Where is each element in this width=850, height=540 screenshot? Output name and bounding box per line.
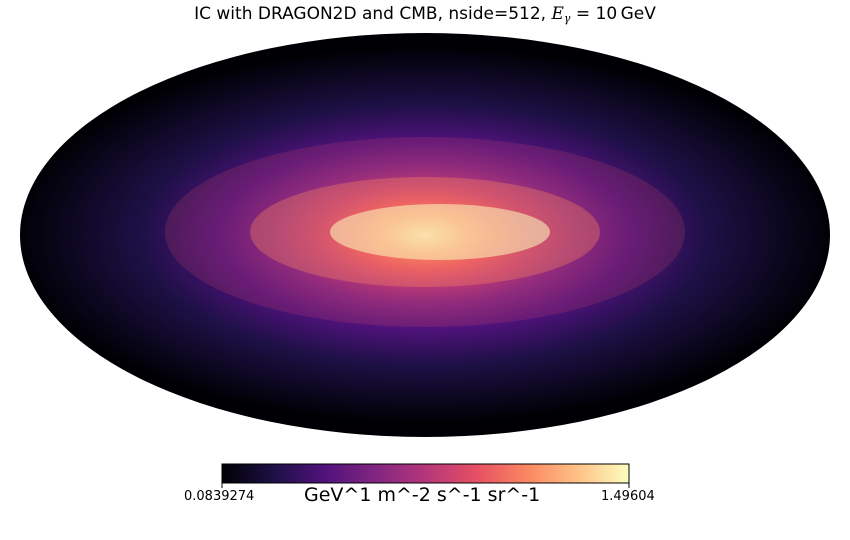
disk-glow-inner: [330, 204, 550, 260]
galactic-plane-emission: [165, 137, 685, 327]
title-text: IC with DRAGON2D and CMB, nside=512,: [194, 4, 552, 24]
title-energy-value: 10: [595, 4, 618, 24]
title-energy-unit: GeV: [620, 4, 656, 24]
title-energy-letter: E: [551, 4, 564, 24]
colorbar: [221, 463, 630, 484]
title-energy-subscript: γ: [563, 12, 571, 25]
colorbar-max-label: 1.49604: [601, 489, 655, 504]
colorbar-unit-label: GeV^1 m^-2 s^-1 sr^-1: [304, 484, 541, 506]
title-equals: =: [570, 4, 596, 24]
chart-title: IC with DRAGON2D and CMB, nside=512, Eγ …: [0, 4, 850, 25]
title-energy-symbol: Eγ: [551, 4, 571, 25]
colorbar-min-label: 0.0839274: [184, 489, 255, 504]
